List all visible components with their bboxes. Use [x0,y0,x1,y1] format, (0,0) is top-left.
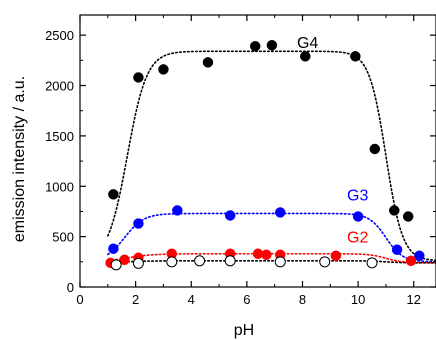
data-point [389,205,400,216]
data-point [172,205,183,216]
y-tick-label: 0 [67,280,74,295]
data-point [350,51,361,62]
fit-curve [107,260,436,264]
y-tick-label: 2500 [45,28,74,43]
data-point [249,40,261,52]
data-point [133,218,144,229]
x-tick-label: 12 [407,292,421,307]
plot-frame [79,14,436,288]
axes [79,14,436,288]
x-tick-label: 8 [299,292,306,307]
data-point [366,257,378,269]
data-point [402,211,414,222]
fit-curve [107,50,436,262]
data-point [369,143,381,155]
series-annotation: G2 [347,230,368,247]
data-point [224,210,236,221]
data-point [194,255,206,267]
data-point [158,64,169,75]
data-point [266,39,278,51]
x-tick-label: 4 [188,292,195,307]
x-axis-label: pH [234,322,254,339]
data-point [391,244,403,255]
y-tick-label: 2000 [45,79,74,94]
data-point [319,256,331,268]
x-tick-label: 6 [243,292,250,307]
x-tick-label: 10 [351,292,365,307]
data-point [274,256,286,268]
data-point [132,257,144,269]
x-tick-label: 0 [76,292,83,307]
data-point [224,255,236,267]
series-annotation: G3 [347,187,368,204]
data-point [261,249,272,261]
data-point [414,250,425,262]
fit-curve [107,252,436,264]
series-annotation: G4 [297,35,318,52]
data-point [110,259,122,271]
data-point [133,72,144,83]
data-point [202,57,214,68]
data-point [300,51,311,62]
data-point [330,250,342,262]
fit-curves [107,50,436,264]
data-point [108,243,119,254]
data-point [405,255,417,267]
data-point [275,207,286,218]
y-tick-label: 1500 [45,129,74,144]
fit-curve [107,212,436,263]
data-point [108,189,119,200]
y-tick-label: 1000 [45,179,74,194]
data-points [105,39,425,271]
x-tick-label: 2 [132,292,139,307]
data-point [119,254,130,266]
annotations: G4 G3 G2 [297,35,369,246]
data-point [166,256,178,268]
data-point [352,211,364,222]
y-tick-label: 500 [52,230,74,245]
y-axis-label: emission intensity / a.u. [11,76,28,242]
ticks: 0 2 4 6 8 10 12 0 500 1000 1500 2000 2500 [45,15,436,307]
